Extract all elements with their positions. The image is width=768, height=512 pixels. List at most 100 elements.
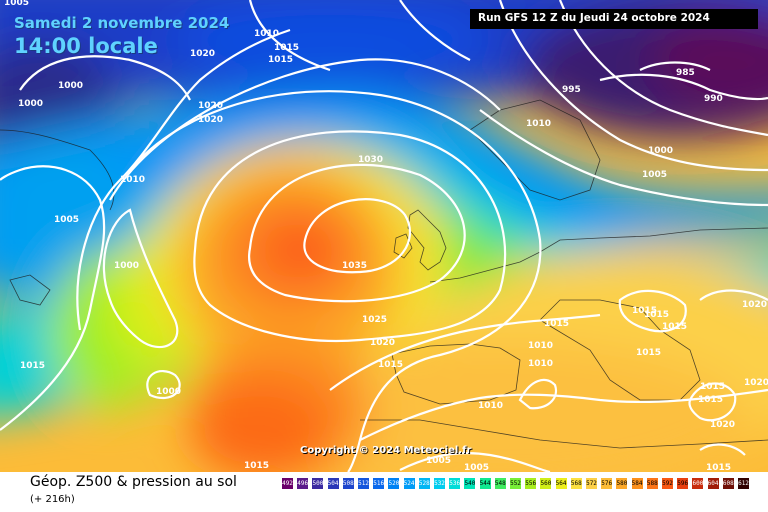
isobar-label: 1015 [268, 55, 293, 65]
legend-value: 540 [464, 480, 476, 487]
legend-value: 580 [616, 480, 628, 487]
legend-value: 576 [601, 480, 613, 487]
isobar-label: 1015 [662, 322, 687, 332]
forecast-date: Samedi 2 novembre 2024 [14, 14, 230, 32]
legend-value: 532 [434, 480, 445, 487]
isobar-label: 990 [704, 94, 723, 104]
isobar-label: 1020 [742, 300, 767, 310]
isobar-label: 1010 [254, 29, 279, 39]
legend-swatch [464, 478, 476, 489]
legend-value: 608 [722, 480, 734, 487]
isobar-label: 1015 [20, 361, 45, 371]
isobar-label: 1025 [362, 315, 387, 325]
coastlines [0, 99, 768, 449]
legend-value: 588 [646, 480, 658, 487]
isobar-label: 1010 [478, 401, 503, 411]
legend-value: 552 [510, 480, 521, 487]
legend-value: 572 [586, 480, 597, 487]
isobar-label: 1005 [54, 215, 79, 225]
legend-swatch [342, 478, 354, 489]
legend-swatch [373, 478, 385, 489]
legend-value: 508 [342, 480, 354, 487]
isobar-label: 1005 [464, 463, 489, 472]
isobar-label: 995 [562, 85, 581, 95]
legend-swatch [586, 478, 597, 489]
legend-swatch [479, 478, 491, 489]
legend-value: 612 [738, 480, 749, 487]
legend-swatch [555, 478, 567, 489]
legend-value: 544 [479, 480, 491, 487]
legend-swatch [525, 478, 537, 489]
isobar-label: 1015 [698, 395, 723, 405]
legend-swatch [707, 478, 719, 489]
isobar-label: 1015 [274, 43, 299, 53]
isobar-label: 1020 [744, 378, 768, 388]
legend-value: 520 [388, 480, 400, 487]
legend-value: 600 [692, 480, 704, 487]
isobar-label: 1020 [190, 49, 215, 59]
legend-swatch [403, 478, 415, 489]
copyright-notice: Copyright © 2024 Meteociel.fr [300, 445, 472, 456]
legend-value: 564 [555, 480, 567, 487]
legend-value: 512 [358, 480, 369, 487]
isobar-label: 1000 [648, 146, 673, 156]
isobar-label: 1005 [4, 0, 29, 8]
legend-value: 504 [327, 480, 339, 487]
legend-value: 560 [540, 480, 552, 487]
run-info-box [470, 9, 758, 29]
legend-value: 592 [662, 480, 673, 487]
isobar-label: 1020 [710, 420, 735, 430]
legend-swatch [631, 478, 643, 489]
isobar-label: 1015 [244, 461, 269, 471]
isobar-label: 1010 [528, 341, 553, 351]
isobar-label: 1015 [544, 319, 569, 329]
isobar-label: 1020 [198, 101, 223, 111]
isobars [0, 0, 768, 472]
legend-value: 596 [677, 480, 689, 487]
isobar-label: 1005 [642, 170, 667, 180]
legend-value: 568 [570, 480, 582, 487]
isobar-label: 1000 [156, 387, 181, 397]
legend-value: 492 [282, 480, 293, 487]
legend-swatch [282, 478, 293, 489]
legend-swatch [510, 478, 521, 489]
legend-swatch [494, 478, 506, 489]
legend-swatch [388, 478, 400, 489]
legend-swatch [327, 478, 339, 489]
forecast-lead-time: (+ 216h) [30, 494, 75, 505]
isobar-label: 1015 [378, 360, 403, 370]
isobar-label: 1015 [644, 310, 669, 320]
model-run-info: Run GFS 12 Z du Jeudi 24 octobre 2024 [478, 12, 710, 24]
legend-value: 496 [297, 480, 309, 487]
legend-swatch [738, 478, 749, 489]
legend-value: 548 [494, 480, 506, 487]
isobar-label: 1000 [114, 261, 139, 271]
legend-swatch [418, 478, 430, 489]
isobar-label: 1010 [528, 359, 553, 369]
legend-swatch [358, 478, 369, 489]
legend-value: 536 [449, 480, 461, 487]
legend-value: 584 [631, 480, 643, 487]
legend-value: 516 [373, 480, 385, 487]
legend-value: 556 [525, 480, 537, 487]
legend-swatch [570, 478, 582, 489]
isobar-label: 1015 [706, 463, 731, 472]
isobar-label: 1010 [526, 119, 551, 129]
isobar-label: 1015 [636, 348, 661, 358]
isobar-label: 1015 [700, 382, 725, 392]
legend-swatch [449, 478, 461, 489]
legend-swatch [297, 478, 309, 489]
legend-swatch [616, 478, 628, 489]
forecast-time: 14:00 locale [14, 34, 158, 58]
legend-swatch [434, 478, 445, 489]
isobar-label: 985 [676, 68, 695, 78]
isobar-label: 1000 [18, 99, 43, 109]
legend-swatch [540, 478, 552, 489]
isobar-label: 1035 [342, 261, 367, 271]
legend-swatch [722, 478, 734, 489]
legend-value: 604 [707, 480, 719, 487]
isobar-label: 1020 [370, 338, 395, 348]
